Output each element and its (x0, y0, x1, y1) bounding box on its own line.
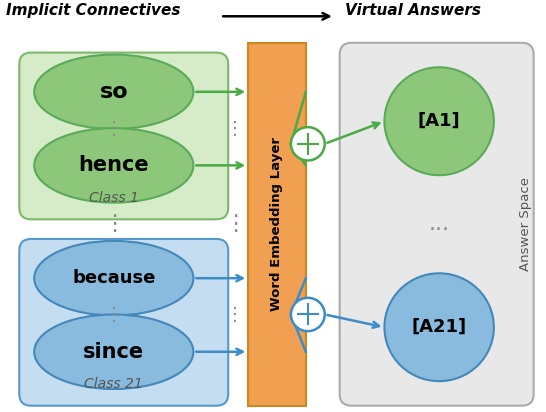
Text: ⋮: ⋮ (226, 120, 244, 138)
FancyBboxPatch shape (19, 239, 228, 406)
Text: ⋮: ⋮ (105, 120, 123, 138)
Text: hence: hence (79, 155, 149, 176)
Text: ⋮: ⋮ (226, 307, 244, 325)
Text: ⋮: ⋮ (105, 307, 123, 325)
Ellipse shape (34, 54, 193, 129)
Ellipse shape (34, 128, 193, 203)
Bar (248, 43, 306, 406)
Text: ...: ... (429, 214, 450, 234)
Text: [A1]: [A1] (418, 112, 460, 130)
Text: Answer Space: Answer Space (519, 177, 532, 271)
Ellipse shape (291, 298, 325, 331)
FancyBboxPatch shape (19, 53, 228, 219)
Text: ⋮: ⋮ (224, 214, 246, 234)
Ellipse shape (291, 127, 325, 161)
Ellipse shape (34, 241, 193, 316)
Text: Virtual Answers: Virtual Answers (345, 3, 480, 18)
Text: Word Embedding Layer: Word Embedding Layer (270, 137, 283, 311)
Text: Class 1: Class 1 (89, 191, 139, 205)
Ellipse shape (384, 273, 494, 381)
Ellipse shape (384, 67, 494, 175)
Text: ⋮: ⋮ (103, 214, 125, 234)
Text: so: so (99, 82, 128, 102)
Ellipse shape (34, 314, 193, 389)
Text: Class 21: Class 21 (85, 377, 143, 391)
FancyBboxPatch shape (340, 43, 533, 406)
Text: Implicit Connectives: Implicit Connectives (7, 3, 181, 18)
Text: because: because (72, 269, 156, 287)
Text: [A21]: [A21] (412, 318, 467, 336)
Text: since: since (83, 342, 144, 362)
